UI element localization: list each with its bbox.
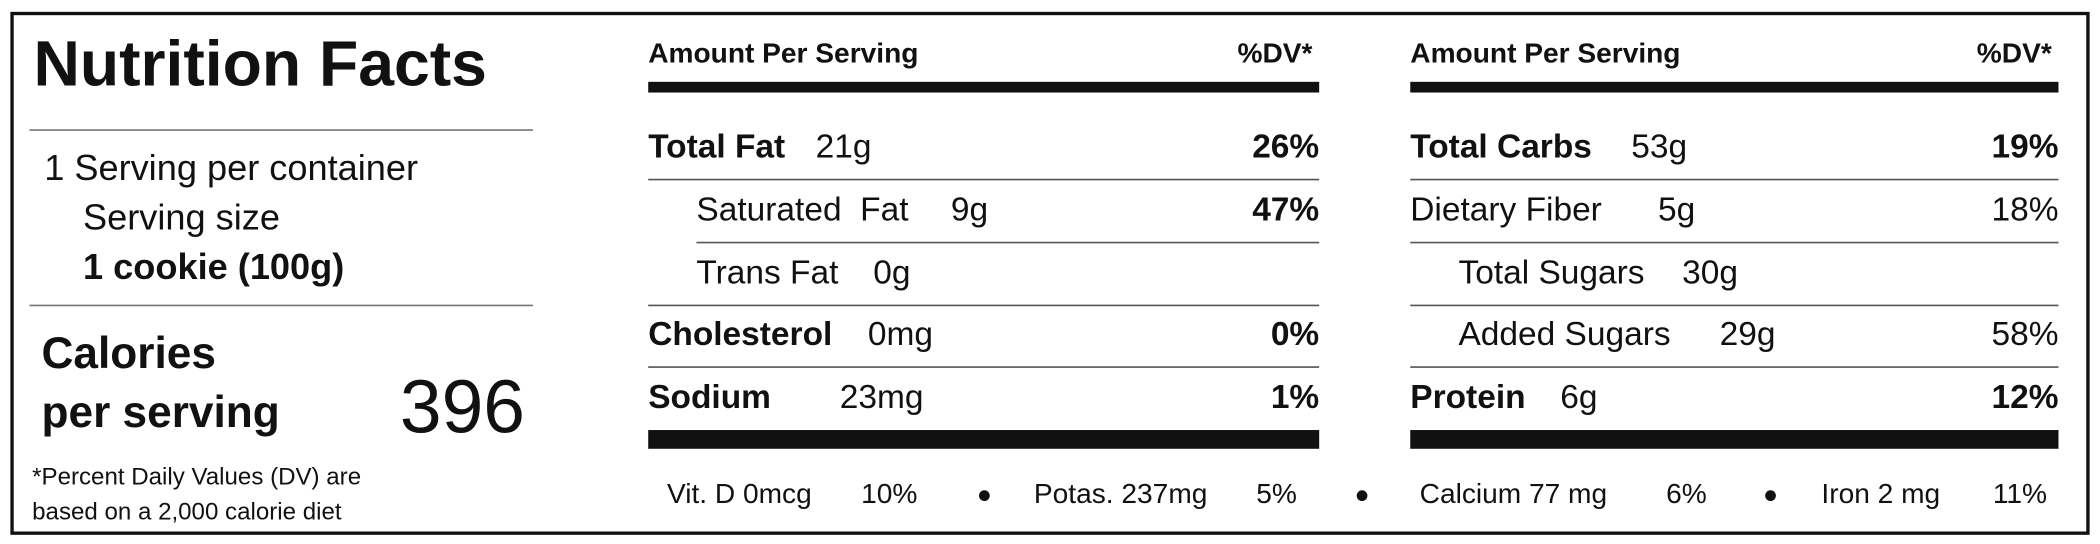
bullet bbox=[979, 490, 990, 502]
micronutrient-dv: 10% bbox=[861, 478, 917, 509]
nutrient-amount: 53g bbox=[1631, 129, 1687, 166]
micronutrient-dv: 6% bbox=[1666, 478, 1707, 509]
micronutrient-name: Potas. 237mg bbox=[1034, 478, 1207, 509]
micronutrient-name: Calcium 77 mg bbox=[1420, 478, 1607, 509]
serving-size: 1 cookie (100g) bbox=[83, 246, 344, 287]
thick-bar bbox=[648, 81, 1320, 93]
nutrient-amount: 0g bbox=[873, 255, 910, 292]
nutrient-amount: 23mg bbox=[840, 379, 924, 416]
nutrient-amount: 30g bbox=[1682, 255, 1738, 292]
nutrient-name: Trans Fat bbox=[696, 255, 839, 292]
micronutrient-dv: 11% bbox=[1993, 478, 2047, 509]
micronutrient-dv: 5% bbox=[1256, 478, 1297, 509]
nutrient-amount: 21g bbox=[816, 129, 872, 166]
serving-size-label: Serving size bbox=[83, 196, 280, 237]
nutrient-amount: 9g bbox=[951, 192, 988, 229]
micronutrient-name: Vit. D 0mcg bbox=[667, 478, 812, 509]
nutrient-amount: 0mg bbox=[868, 316, 933, 353]
nutrient-name: Added Sugars bbox=[1458, 316, 1670, 353]
bullet bbox=[1765, 490, 1776, 502]
dv-header: %DV* bbox=[1977, 37, 2052, 68]
servings: 1 Serving per container bbox=[44, 147, 418, 188]
nutrient-name: Sodium bbox=[648, 379, 771, 416]
footnote: based on a 2,000 calorie diet bbox=[32, 498, 342, 525]
nutrient-name: Protein bbox=[1410, 379, 1525, 416]
dv-header: %DV* bbox=[1238, 37, 1313, 68]
nutrient-dv: 12% bbox=[1991, 379, 2058, 416]
nutrient-dv: 58% bbox=[1991, 316, 2058, 353]
nutrient-dv: 19% bbox=[1991, 129, 2058, 166]
column-header: Amount Per Serving bbox=[648, 37, 918, 68]
micronutrient-name: Iron 2 mg bbox=[1821, 478, 1940, 509]
column-header: Amount Per Serving bbox=[1410, 37, 1680, 68]
nutrient-name: Total Sugars bbox=[1458, 255, 1644, 292]
calories-label: Calories bbox=[42, 329, 216, 378]
nutrient-dv: 18% bbox=[1991, 192, 2058, 229]
calories-value: 396 bbox=[400, 364, 525, 448]
nutrient-name: Total Fat bbox=[648, 129, 785, 166]
calories-label: per serving bbox=[42, 388, 280, 437]
nutrient-amount: 5g bbox=[1658, 192, 1695, 229]
title: Nutrition Facts bbox=[33, 27, 486, 99]
nutrient-dv: 0% bbox=[1271, 316, 1319, 353]
nutrient-dv: 1% bbox=[1271, 379, 1319, 416]
thick-bar bbox=[1410, 81, 2059, 93]
nutrient-name: Dietary Fiber bbox=[1410, 192, 1602, 229]
nutrient-dv: 26% bbox=[1252, 129, 1319, 166]
nutrient-dv: 47% bbox=[1252, 192, 1319, 229]
bullet bbox=[1356, 490, 1368, 502]
footnote: *Percent Daily Values (DV) are bbox=[32, 464, 361, 491]
thick-bar bbox=[1410, 430, 2059, 449]
nutrient-amount: 29g bbox=[1720, 316, 1776, 353]
nutrient-name: Total Carbs bbox=[1410, 129, 1592, 166]
nutrient-name: Cholesterol bbox=[648, 316, 832, 353]
thick-bar bbox=[648, 430, 1320, 449]
nutrient-amount: 6g bbox=[1560, 379, 1597, 416]
nutrient-name: Saturated Fat bbox=[696, 192, 909, 229]
